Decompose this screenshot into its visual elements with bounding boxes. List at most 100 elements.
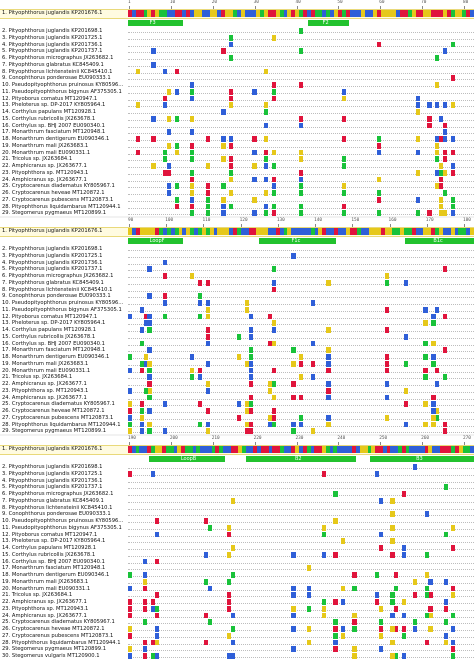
sequence-name[interactable]: 11. Pseudopityophthorus bigynus AF375305… xyxy=(2,88,122,95)
sequence-name[interactable]: 17. Monarthrum fasciatum MT120948.1 xyxy=(2,347,106,354)
ruler-tick xyxy=(380,442,382,445)
sequence-name[interactable]: 10. Pseudopityophthorus pruinosus KY8059… xyxy=(2,82,124,88)
sequence-name[interactable]: 24. Amphicranus sp. JX263677.1 xyxy=(2,176,87,183)
sequence-name[interactable]: 6. Pityophthorus micrographus JX263682.1 xyxy=(2,491,114,497)
sequence-name[interactable]: 23. Pityophthora sp. MT120943.1 xyxy=(2,169,89,176)
primer-feature[interactable] xyxy=(128,20,184,26)
sequence-name[interactable]: 12. Pityoborus comatus MT120947.1 xyxy=(2,95,98,102)
sequence-name[interactable]: 25. Cryptocarenus diadematus KY805967.1 xyxy=(2,183,115,190)
sequence-name[interactable]: 9. Conophthorus ponderosae EU090333.1 xyxy=(2,75,111,82)
sequence-name[interactable]: 2. Pityophthorus juglandis KP201698.1 xyxy=(2,464,103,470)
sequence-name[interactable]: 2. Pityophthorus juglandis KP201698.1 xyxy=(2,28,103,34)
sequence-name[interactable]: 4. Pityophthorus juglandis KP201736.1 xyxy=(2,259,103,266)
sequence-name[interactable]: 22. Amphicranus sp. JX263677.1 xyxy=(2,381,87,387)
sequence-name[interactable]: 29. Stegomerus pygmaeus MT120899.1 xyxy=(2,210,107,217)
primer-feature[interactable] xyxy=(259,238,336,244)
sequence-name[interactable]: 18. Monarthrum dentigerum EU090346.1 xyxy=(2,572,110,578)
sequence-name[interactable]: 21. Tricolus sp. JX263684.1 xyxy=(2,592,73,599)
sequence-name[interactable]: 15. Corthylus rubricollis JX263678.1 xyxy=(2,115,96,122)
sequence-name[interactable]: 9. Conophthorus ponderosae EU090333.1 xyxy=(2,511,111,518)
sequence-name[interactable]: 17. Monarthrum fasciatum MT120948.1 xyxy=(2,129,106,136)
sequence-name[interactable]: 7. Pityophthorus glabratus KC845409.1 xyxy=(2,279,104,286)
sequence-name[interactable]: 11. Pseudopityophthorus bigynus AF375305… xyxy=(2,306,122,313)
sequence-name[interactable]: 5. Pityophthorus juglandis KP201737.1 xyxy=(2,266,103,273)
sequence-name[interactable]: 18. Monarthrum dentigerum EU090346.1 xyxy=(2,354,110,360)
sequence-name[interactable]: 7. Pityophthorus glabratus KC845409.1 xyxy=(2,61,104,68)
sequence-name[interactable]: 13. Pheloterus sp. DP-2017 KY805964.1 xyxy=(2,538,106,545)
sequence-name[interactable]: 21. Tricolus sp. JX263684.1 xyxy=(2,156,73,163)
sequence-name[interactable]: 7. Pityophthorus glabratus KC845409.1 xyxy=(2,497,104,504)
sequence-name[interactable]: 12. Pityoborus comatus MT120947.1 xyxy=(2,313,98,320)
sequence-name[interactable]: 27. Cryptocarenus pubescens MT120873.1 xyxy=(2,196,114,203)
sequence-name[interactable]: 25. Cryptocarenus diadematus KY805967.1 xyxy=(2,401,115,408)
sequence-name[interactable]: 28. Pityophthorus liquidambarus MT120944… xyxy=(2,203,121,210)
sequence-name[interactable]: 15. Corthylus rubricollis JX263678.1 xyxy=(2,333,96,340)
sequence-name[interactable]: 24. Amphicranus sp. JX263677.1 xyxy=(2,394,87,401)
sequence-name[interactable]: 26. Cryptocarenus heveae MT120872.1 xyxy=(2,408,105,414)
sequence-name[interactable]: 6. Pityophthorus micrographus JX263682.1 xyxy=(2,55,114,61)
sequence-name[interactable]: 17. Monarthrum fasciatum MT120948.1 xyxy=(2,565,106,572)
sequence-name[interactable]: 9. Conophthorus ponderosae EU090333.1 xyxy=(2,293,111,300)
sequence-name[interactable]: 19. Monarthrum mali JX263683.1 xyxy=(2,142,89,149)
sequence-name[interactable]: 28. Pityophthorus liquidambarus MT120944… xyxy=(2,421,121,428)
sequence-name[interactable]: 20. Monarthrum mali EU090331.1 xyxy=(2,585,91,592)
sequence-name[interactable]: 29. Stegomerus pygmaeus MT120899.1 xyxy=(2,428,107,435)
sequence-name[interactable]: 16. Corthylus sp. BHJ 2007 EU090340.1 xyxy=(2,340,105,347)
sequence-name[interactable]: 20. Monarthrum mali EU090331.1 xyxy=(2,149,91,156)
sequence-name[interactable]: 26. Cryptocarenus heveae MT120872.1 xyxy=(2,190,105,196)
sequence-name[interactable]: 14. Corthylus papulans MT120928.1 xyxy=(2,109,97,115)
sequence-name[interactable]: 14. Corthylus papulans MT120928.1 xyxy=(2,545,97,551)
sequence-name[interactable]: 19. Monarthrum mali JX263683.1 xyxy=(2,360,89,367)
sequence-name[interactable]: 22. Amphicranus sp. JX263677.1 xyxy=(2,599,87,605)
primer-feature[interactable] xyxy=(370,456,474,462)
sequence-name[interactable]: 23. Pityophthora sp. MT120943.1 xyxy=(2,387,89,394)
sequence-name[interactable]: 12. Pityoborus comatus MT120947.1 xyxy=(2,531,98,538)
sequence-name[interactable]: 27. Cryptocarenus pubescens MT120873.1 xyxy=(2,414,114,421)
sequence-name[interactable]: 18. Monarthrum dentigerum EU090346.1 xyxy=(2,136,110,142)
sequence-name[interactable]: 13. Pheloterus sp. DP-2017 KY805964.1 xyxy=(2,102,106,109)
sequence-name[interactable]: 2. Pityophthorus juglandis KP201698.1 xyxy=(2,246,103,252)
sequence-name[interactable]: 3. Pityophthorus juglandis KP201725.1 xyxy=(2,34,103,41)
reference-base xyxy=(213,228,218,235)
sequence-name[interactable]: 21. Tricolus sp. JX263684.1 xyxy=(2,374,73,381)
primer-feature[interactable] xyxy=(307,20,350,26)
sequence-name[interactable]: 5. Pityophthorus juglandis KP201737.1 xyxy=(2,484,103,491)
sequence-name[interactable]: 10. Pseudopityophthorus pruinosus KY8059… xyxy=(2,518,124,524)
sequence-name[interactable]: 8. Pityophthorus lichtensteinii KC845410… xyxy=(2,68,113,75)
sequence-name[interactable]: 4. Pityophthorus juglandis KP201736.1 xyxy=(2,477,103,484)
sequence-name[interactable]: 23. Pityophthora sp. MT120943.1 xyxy=(2,605,89,612)
sequence-name[interactable]: 16. Corthylus sp. BHJ 2007 EU090340.1 xyxy=(2,558,105,565)
sequence-name[interactable]: 25. Cryptocarenus diadematus KY805967.1 xyxy=(2,619,115,626)
sequence-name[interactable]: 6. Pityophthorus micrographus JX263682.1 xyxy=(2,273,114,279)
sequence-name[interactable]: 8. Pityophthorus lichtensteinii KC845410… xyxy=(2,286,113,293)
sequence-name[interactable]: 19. Monarthrum mali JX263683.1 xyxy=(2,578,89,585)
sequence-name[interactable]: 16. Corthylus sp. BHJ 2007 EU090340.1 xyxy=(2,122,105,129)
sequence-name[interactable]: 10. Pseudopityophthorus pruinosus KY8059… xyxy=(2,300,124,306)
sequence-name[interactable]: 3. Pityophthorus juglandis KP201725.1 xyxy=(2,252,103,259)
primer-feature[interactable] xyxy=(148,456,225,462)
sequence-name[interactable]: 11. Pseudopityophthorus bigynus AF375305… xyxy=(2,524,122,531)
sequence-name[interactable]: 20. Monarthrum mali EU090331.1 xyxy=(2,367,91,374)
mismatch-base xyxy=(147,394,152,401)
sequence-name[interactable]: 3. Pityophthorus juglandis KP201725.1 xyxy=(2,470,103,477)
sequence-name[interactable]: 22. Amphicranus sp. JX263677.1 xyxy=(2,163,87,169)
sequence-name[interactable]: 4. Pityophthorus juglandis KP201736.1 xyxy=(2,41,103,48)
sequence-name[interactable]: 26. Cryptocarenus heveae MT120872.1 xyxy=(2,626,105,632)
sequence-name[interactable]: 24. Amphicranus sp. JX263677.1 xyxy=(2,612,87,619)
sequence-name[interactable]: 27. Cryptocarenus pubescens MT120873.1 xyxy=(2,632,114,639)
sequence-name[interactable]: 13. Pheloterus sp. DP-2017 KY805964.1 xyxy=(2,320,106,327)
sequence-name[interactable]: 30. Stegomerus vulgaris MT120900.1 xyxy=(2,653,100,659)
reference-base xyxy=(291,446,296,453)
sequence-name[interactable]: 29. Stegomerus pygmaeus MT120899.1 xyxy=(2,646,107,653)
primer-feature[interactable] xyxy=(245,456,357,462)
sequence-name[interactable]: 5. Pityophthorus juglandis KP201737.1 xyxy=(2,48,103,55)
sequence-name[interactable]: 28. Pityophthorus liquidambarus MT120944… xyxy=(2,639,121,646)
sequence-name[interactable]: 14. Corthylus papulans MT120928.1 xyxy=(2,327,97,333)
mismatch-base xyxy=(252,196,257,203)
mismatch-base xyxy=(306,626,311,632)
primer-feature[interactable] xyxy=(128,238,184,244)
primer-feature[interactable] xyxy=(404,238,474,244)
sequence-name[interactable]: 15. Corthylus rubricollis JX263678.1 xyxy=(2,551,96,558)
mismatch-base xyxy=(236,414,242,421)
sequence-name[interactable]: 8. Pityophthorus lichtensteinii KC845410… xyxy=(2,504,113,511)
